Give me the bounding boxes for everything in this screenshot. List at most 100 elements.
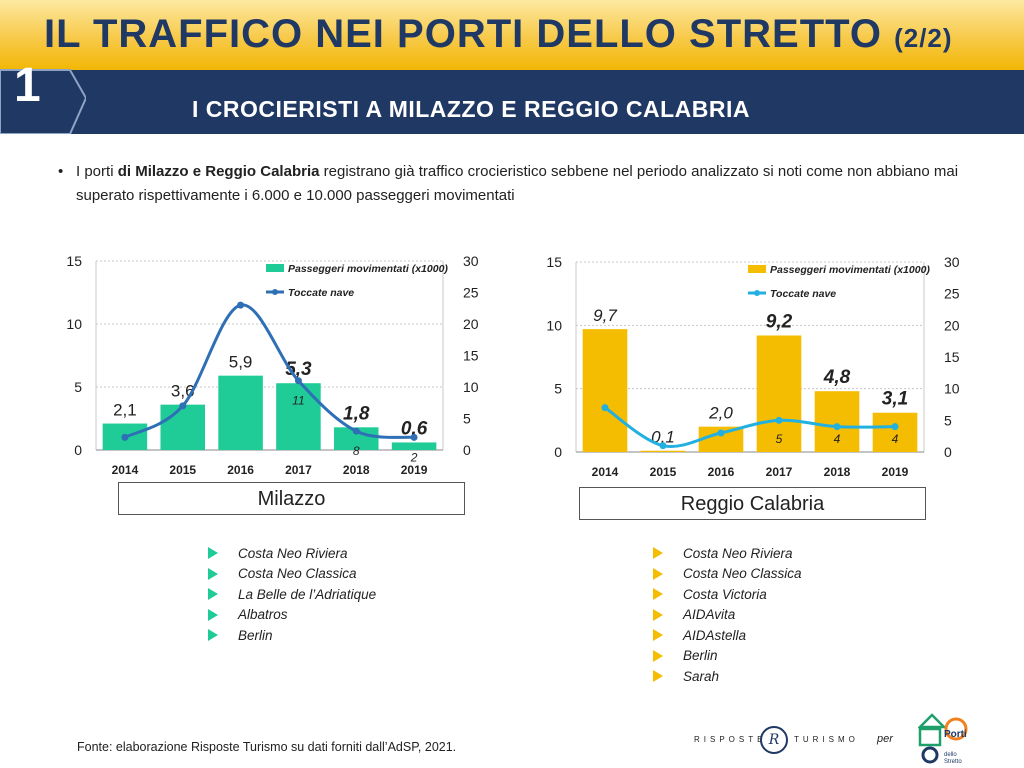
milazzo-ship-name: La Belle de l’Adriatique <box>238 586 377 602</box>
milazzo-bar-label: 5,9 <box>229 353 253 372</box>
reggio-bar-label: 9,7 <box>593 306 617 325</box>
milazzo-ship-item: Costa Neo Riviera <box>208 543 376 564</box>
milazzo-y-tick-left: 15 <box>66 253 82 269</box>
milazzo-line-label: 8 <box>353 444 360 458</box>
reggio-bar-label: 4,8 <box>823 367 851 388</box>
milazzo-ship-item: Costa Neo Classica <box>208 564 376 585</box>
milazzo-y-tick-left: 10 <box>66 316 82 332</box>
milazzo-x-tick: 2015 <box>169 463 196 477</box>
milazzo-y-tick-right: 0 <box>463 442 471 458</box>
reggio-line-point <box>891 423 899 431</box>
reggio-legend-bar-swatch <box>748 265 766 273</box>
milazzo-line-point <box>352 427 360 435</box>
reggio-bar-label: 2,0 <box>708 404 733 423</box>
milazzo-line-point <box>179 402 187 410</box>
reggio-y-tick-left: 5 <box>554 381 562 397</box>
milazzo-legend-line-label: Toccate nave <box>288 287 354 299</box>
reggio-legend-line-marker <box>754 290 760 296</box>
reggio-ship-name: Costa Neo Classica <box>683 566 802 582</box>
milazzo-bar-label: 2,1 <box>113 401 137 420</box>
triangle-bullet-icon <box>208 608 218 621</box>
reggio-x-tick: 2015 <box>650 465 677 479</box>
milazzo-bar <box>391 442 437 450</box>
reggio-ship-name: Berlin <box>683 648 718 664</box>
milazzo-legend-bar-label: Passeggeri movimentati (x1000) <box>288 263 448 275</box>
risposte-turismo-mark-icon: R <box>760 726 788 754</box>
reggio-y-tick-right: 15 <box>944 349 960 365</box>
milazzo-line-point <box>237 301 245 309</box>
milazzo-ship-name: Albatros <box>238 607 288 623</box>
reggio-bar <box>582 329 628 452</box>
reggio-ship-item: Costa Neo Classica <box>653 564 802 585</box>
reggio-bar <box>872 412 918 452</box>
reggio-line-point <box>717 429 725 437</box>
triangle-bullet-icon <box>653 670 663 683</box>
reggio-line-series <box>604 406 896 449</box>
reggio-line-label: 4 <box>834 432 841 446</box>
reggio-y-tick-right: 25 <box>944 286 960 302</box>
milazzo-x-tick: 2014 <box>112 463 139 477</box>
milazzo-line-point <box>121 433 129 441</box>
milazzo-y-tick-right: 20 <box>463 316 479 332</box>
subtitle-band <box>0 70 1024 134</box>
reggio-ship-item: Costa Victoria <box>653 584 802 605</box>
milazzo-x-tick: 2016 <box>227 463 254 477</box>
triangle-bullet-icon <box>653 547 663 560</box>
triangle-bullet-icon <box>208 547 218 560</box>
reggio-bar <box>814 391 860 452</box>
milazzo-x-tick: 2018 <box>343 463 370 477</box>
milazzo-x-tick: 2019 <box>401 463 428 477</box>
reggio-bar-label: 3,1 <box>882 389 908 410</box>
reggio-ship-name: Costa Neo Riviera <box>683 545 793 561</box>
reggio-ship-name: Costa Victoria <box>683 586 767 602</box>
page-title: IL TRAFFICO NEI PORTI DELLO STRETTO (2/2… <box>44 12 953 56</box>
reggio-bar <box>756 335 802 452</box>
porti-logo-text: Porti <box>944 729 967 740</box>
triangle-bullet-icon <box>653 629 663 642</box>
triangle-bullet-icon <box>653 608 663 621</box>
porti-logo-subtext: dello Stretto <box>944 752 962 765</box>
milazzo-ship-name: Costa Neo Riviera <box>238 545 348 561</box>
reggio-x-tick: 2016 <box>708 465 735 479</box>
triangle-bullet-icon <box>208 588 218 601</box>
page-title-suffix: (2/2) <box>894 23 953 53</box>
milazzo-bar-label: 0,6 <box>401 418 428 439</box>
ship-list-reggio: Costa Neo Riviera Costa Neo Classica Costa… <box>653 543 802 687</box>
reggio-ship-item: AIDAstella <box>653 625 802 646</box>
reggio-ship-name: AIDAvita <box>683 607 736 623</box>
reggio-y-tick-right: 20 <box>944 317 960 333</box>
milazzo-ship-item: La Belle de l’Adriatique <box>208 584 376 605</box>
milazzo-bar-label: 5,3 <box>285 359 312 380</box>
reggio-y-tick-right: 30 <box>944 254 960 270</box>
reggio-y-tick-left: 15 <box>546 254 562 270</box>
milazzo-line-label: 2 <box>410 450 418 464</box>
header-band <box>0 0 1024 70</box>
milazzo-ship-item: Albatros <box>208 605 376 626</box>
milazzo-ship-name: Costa Neo Classica <box>238 566 357 582</box>
milazzo-y-tick-right: 5 <box>463 411 471 427</box>
milazzo-y-tick-left: 0 <box>74 442 82 458</box>
source-note: Fonte: elaborazione Risposte Turismo su … <box>77 740 457 754</box>
city-label-reggio: Reggio Calabria <box>579 487 926 520</box>
triangle-bullet-icon <box>653 588 663 601</box>
per-text: per <box>877 733 893 745</box>
milazzo-ship-name: Berlin <box>238 627 273 643</box>
milazzo-bar <box>218 375 263 450</box>
triangle-bullet-icon <box>208 629 218 642</box>
milazzo-line-series <box>124 303 415 439</box>
milazzo-legend-line-marker <box>272 289 278 295</box>
reggio-line-point <box>659 442 667 450</box>
reggio-ship-item: Berlin <box>653 646 802 667</box>
milazzo-y-tick-left: 5 <box>74 379 82 395</box>
milazzo-y-tick-right: 25 <box>463 285 479 301</box>
reggio-y-tick-left: 10 <box>546 317 562 333</box>
city-label-milazzo: Milazzo <box>118 482 465 515</box>
bullet-text: I porti di Milazzo e Reggio Calabria reg… <box>76 163 959 204</box>
reggio-legend-bar-label: Passeggeri movimentati (x1000) <box>770 264 930 276</box>
milazzo-legend-bar-swatch <box>266 264 284 272</box>
milazzo-bar <box>333 427 379 450</box>
reggio-bar-label: 9,2 <box>766 311 793 332</box>
reggio-x-tick: 2017 <box>766 465 793 479</box>
triangle-bullet-icon <box>208 567 218 580</box>
